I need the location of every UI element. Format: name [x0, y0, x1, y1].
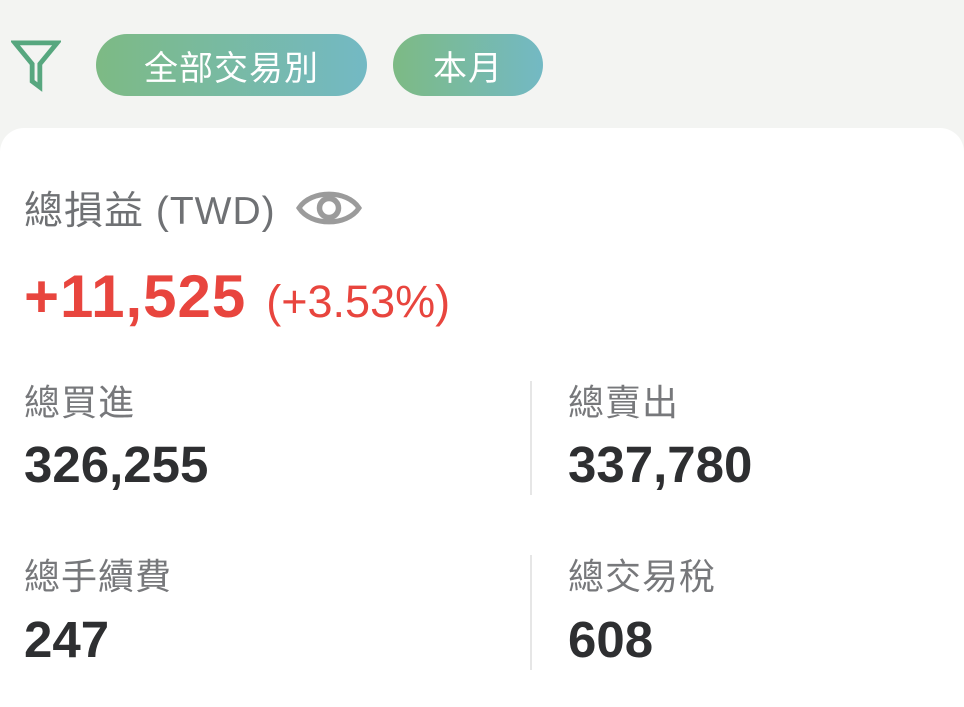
- stat-label: 總手續費: [24, 556, 173, 598]
- filter-chip-label: 全部交易別: [144, 49, 319, 88]
- stat-label: 總賣出: [568, 382, 680, 423]
- pl-percent-value: (+3.53%): [266, 276, 451, 327]
- pl-title: 總損益 (TWD): [24, 190, 276, 233]
- stat-value: 247: [24, 610, 110, 668]
- stats-row-1: 總買進 326,255 總賣出 337,780: [24, 381, 940, 496]
- pl-summary-card: 總損益 (TWD) +11,525 (+3.53%) 總買進 326,255 總…: [0, 128, 964, 707]
- stat-value: 337,780: [568, 436, 753, 494]
- filter-chip-period[interactable]: 本月: [393, 34, 543, 96]
- stat-total-tax: 總交易稅 608: [530, 555, 940, 670]
- filter-button[interactable]: [8, 34, 64, 96]
- filter-chip-transaction-type[interactable]: 全部交易別: [96, 34, 367, 96]
- pl-title-row: 總損益 (TWD): [24, 180, 940, 236]
- stat-total-buy: 總買進 326,255: [24, 381, 530, 495]
- eye-icon: [295, 185, 362, 231]
- stat-label: 總買進: [24, 382, 136, 423]
- stat-total-sell: 總賣出 337,780: [530, 381, 940, 496]
- stat-value: 326,255: [24, 436, 209, 494]
- stat-value: 608: [568, 610, 654, 668]
- stats-row-2: 總手續費 247 總交易稅 608: [24, 555, 940, 670]
- pl-total-value: +11,525: [24, 263, 247, 330]
- filter-bar: 全部交易別 本月: [0, 0, 964, 128]
- filter-chip-label: 本月: [433, 49, 503, 88]
- stat-label: 總交易稅: [568, 556, 717, 598]
- pl-value-row: +11,525 (+3.53%): [24, 262, 940, 331]
- toggle-visibility-button[interactable]: [295, 185, 362, 231]
- funnel-icon: [11, 37, 61, 93]
- stat-total-fee: 總手續費 247: [24, 555, 530, 669]
- stats-grid: 總買進 326,255 總賣出 337,780 總手續費 247 總交易稅 60…: [24, 381, 940, 670]
